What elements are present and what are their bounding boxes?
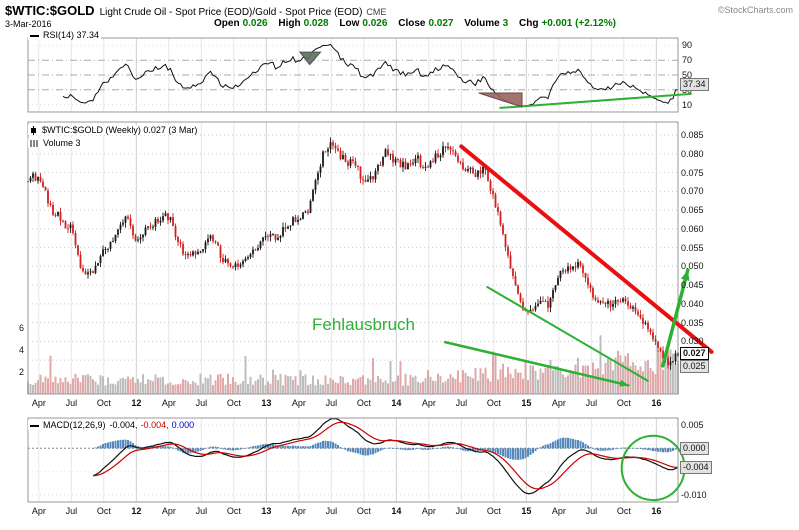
rsi-value: 37.34 bbox=[76, 30, 100, 40]
wedge-upper-line bbox=[486, 286, 649, 382]
price-panel-border bbox=[27, 121, 679, 395]
macd-ellipse bbox=[620, 434, 686, 502]
volume-bars bbox=[27, 335, 679, 394]
quote-low-value: 0.026 bbox=[362, 18, 388, 29]
macd-hist-value: 0.000 bbox=[171, 420, 195, 430]
quote-high-label: High bbox=[278, 18, 301, 29]
rsi-shaded-triangle bbox=[478, 92, 523, 108]
main-series-legend: $WTIC:$GOLD (Weekly) 0.027 (3 Mar) bbox=[28, 125, 200, 136]
vertical-gridlines bbox=[38, 38, 657, 502]
quote-low-label: Low bbox=[339, 18, 360, 29]
macd-series-icon bbox=[30, 424, 39, 427]
wedge-lower-arrow bbox=[443, 340, 630, 387]
rsi-shaded-triangle-2013 bbox=[298, 51, 322, 66]
breakout-arrow bbox=[661, 268, 690, 368]
macd-panel-border bbox=[27, 417, 679, 503]
exchange-label: CME bbox=[366, 7, 387, 17]
quote-chg-label: Chg bbox=[519, 18, 539, 29]
quote-open-value: 0.026 bbox=[242, 18, 268, 29]
main-series-value-date: (3 Mar) bbox=[168, 125, 198, 135]
quote-open-label: Open bbox=[214, 18, 240, 29]
rsi-series-icon bbox=[30, 34, 39, 37]
quote-volume-value: 3 bbox=[502, 18, 509, 29]
rsi-panel-border bbox=[27, 37, 679, 113]
macd-signal-value: -0.004, bbox=[140, 420, 169, 430]
main-series-label: $WTIC:$GOLD (Weekly) bbox=[42, 125, 141, 135]
stockcharts-copyright[interactable]: ©StockCharts.com bbox=[717, 5, 793, 15]
symbol-description: Light Crude Oil - Spot Price (EOD)/Gold … bbox=[99, 7, 363, 18]
candlestick-series-icon bbox=[30, 126, 38, 136]
quote-values: Open 0.026 High 0.028 Low 0.026 Close 0.027 … bbox=[206, 18, 616, 29]
macd-label: MACD(12,26,9) bbox=[43, 420, 106, 430]
quote-chg-value: +0.001 (+2.12%) bbox=[541, 18, 616, 29]
volume-legend: Volume 3 bbox=[28, 138, 83, 148]
chart-header: $WTIC:$GOLD Light Crude Oil - Spot Price … bbox=[5, 3, 386, 18]
macd-histogram bbox=[92, 437, 679, 460]
volume-label: Volume bbox=[43, 138, 74, 148]
macd-value: -0.004, bbox=[109, 420, 138, 430]
macd-legend: MACD(12,26,9) -0.004, -0.004, 0.000 bbox=[28, 420, 197, 430]
main-series-value: 0.027 bbox=[143, 125, 166, 135]
volume-value: 3 bbox=[75, 138, 81, 148]
rsi-legend: RSI(14) 37.34 bbox=[28, 30, 102, 40]
rsi-line bbox=[62, 43, 679, 107]
annotations bbox=[298, 51, 714, 502]
volume-series-icon bbox=[30, 140, 39, 148]
symbol: $WTIC:$GOLD bbox=[5, 3, 95, 18]
quote-volume-label: Volume bbox=[464, 18, 500, 29]
rsi-support-line bbox=[499, 92, 692, 109]
macd-signal-line bbox=[92, 421, 678, 490]
candlestick-series bbox=[27, 137, 679, 370]
rsi-label: RSI(14) bbox=[43, 30, 75, 40]
wedge-lower-arrow-head bbox=[619, 379, 629, 387]
red-downtrend-line bbox=[459, 144, 714, 354]
quote-close-label: Close bbox=[398, 18, 426, 29]
quote-close-value: 0.027 bbox=[428, 18, 454, 29]
quote-high-value: 0.028 bbox=[303, 18, 329, 29]
chart-date: 3-Mar-2016 bbox=[5, 19, 52, 29]
quote-row: 3-Mar-2016 Open 0.026 High 0.028 Low 0.026 … bbox=[0, 18, 799, 30]
breakout-arrow-head bbox=[680, 270, 690, 281]
